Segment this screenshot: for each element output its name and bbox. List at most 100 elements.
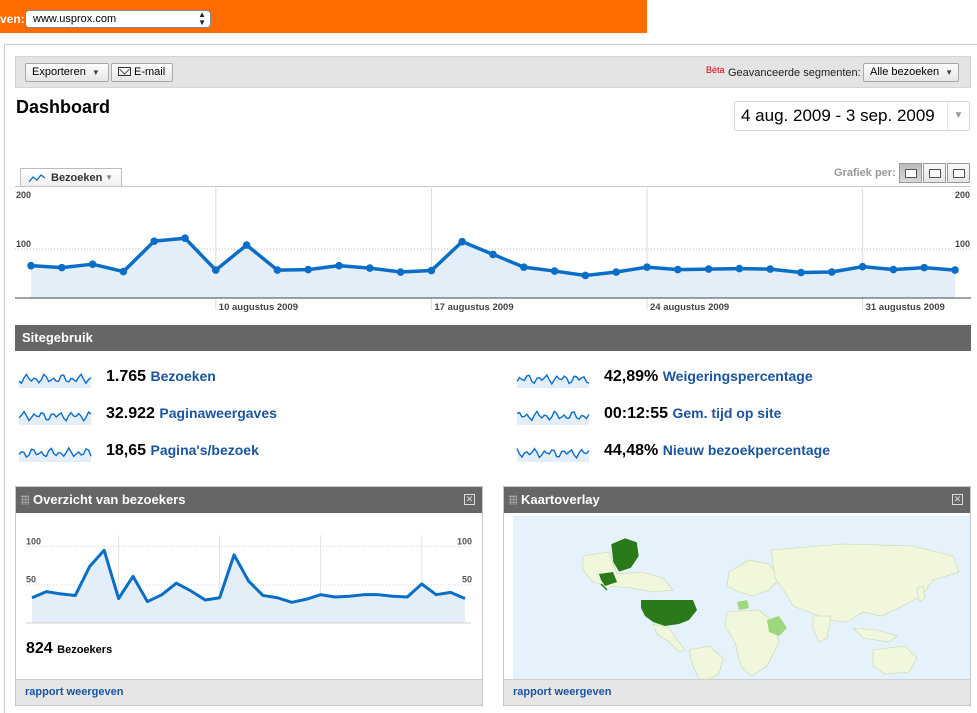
close-icon[interactable]: ✕ (464, 494, 475, 505)
graph-granularity-buttons (899, 163, 971, 183)
new-visits-sparkline (516, 447, 590, 462)
map-widget-title: Kaartoverlay (521, 492, 600, 507)
metric-selector-tab[interactable]: Bezoeken ▼ (20, 168, 122, 187)
visits-point-28 (889, 265, 898, 274)
sparkline-line (18, 410, 92, 423)
visits-point-19 (612, 268, 620, 276)
stat-pageviews-link[interactable]: Paginaweergaves (159, 405, 277, 421)
visitors-ytick-left-0: 50 (26, 575, 36, 585)
stat-avg-time-link[interactable]: Gem. tijd op site (672, 405, 782, 421)
drag-handle-icon[interactable] (509, 495, 517, 505)
map-saudi (767, 616, 787, 636)
site-selector[interactable]: www.usprox.com ▲ ▼ (25, 10, 211, 28)
date-range-value: 4 aug. 2009 - 3 sep. 2009 (741, 106, 935, 125)
visits-point-8 (273, 266, 282, 274)
visits-point-24 (766, 265, 774, 273)
visitors-widget-title: Overzicht van bezoekers (33, 492, 186, 507)
visitors-ytick-right-1: 100 (457, 536, 472, 546)
stat-pages-per-visit-link[interactable]: Pagina's/bezoek (150, 442, 259, 458)
email-button-label: E-mail (134, 66, 166, 78)
map-light-country (737, 600, 749, 610)
envelope-icon (118, 67, 131, 76)
visits-chart: 10 augustus 2009 17 augustus 2009 24 augus… (15, 186, 971, 312)
visits-point-20 (643, 263, 651, 271)
map-alaska (599, 572, 617, 586)
visits-point-25 (797, 268, 805, 277)
visitors-overview-widget: Overzicht van bezoekers ✕ 50 50 100 100 824… (15, 486, 483, 706)
line-chart-icon (29, 174, 45, 183)
visitors-widget-header[interactable]: Overzicht van bezoekers ✕ (16, 487, 482, 513)
graph-by-week-button[interactable] (923, 163, 946, 183)
stat-visits-value: 1.765 (106, 368, 147, 385)
visits-point-9 (304, 265, 313, 274)
segments-dropdown[interactable]: Alle bezoeken ▼ (863, 63, 959, 82)
close-icon[interactable]: ✕ (952, 494, 963, 505)
map-report-link[interactable]: rapport weergeven (504, 679, 970, 705)
stat-avg-time-value: 00:12:55 (604, 405, 669, 422)
site-selector-value: www.usprox.com (33, 13, 117, 25)
avg-time-sparkline (516, 410, 590, 425)
y-tick-right-1: 200 (955, 190, 970, 200)
export-button-label: Exporteren (32, 66, 86, 78)
visits-point-22 (704, 265, 713, 273)
month-view-icon (953, 169, 965, 178)
sparkline-area (517, 375, 589, 388)
map-widget-header[interactable]: Kaartoverlay ✕ (504, 487, 970, 513)
visits-point-14 (458, 237, 467, 246)
visits-point-16 (520, 263, 528, 271)
visitors-report-link[interactable]: rapport weergeven (16, 679, 482, 705)
visitors-total: 824 Bezoekers (26, 640, 112, 658)
y-tick-right-0: 100 (955, 239, 970, 249)
x-tick-label-3: 31 augustus 2009 (866, 302, 945, 312)
world-map[interactable] (513, 516, 970, 680)
map-south-america (688, 645, 724, 680)
drag-handle-icon[interactable] (21, 495, 29, 505)
visits-point-3 (119, 267, 128, 276)
sparkline-line (516, 410, 590, 422)
map-europe (726, 559, 782, 597)
content-frame (4, 44, 977, 713)
map-mexico (652, 623, 686, 653)
visits-point-27 (858, 262, 867, 271)
visits-point-26 (828, 268, 836, 276)
visits-point-6 (212, 266, 220, 274)
date-range-picker[interactable]: 4 aug. 2009 - 3 sep. 2009 ▼ (734, 101, 970, 131)
sparkline-line (18, 446, 92, 459)
visitors-count-value: 824 (26, 640, 53, 657)
visits-point-23 (735, 264, 744, 273)
site-usage-header: Sitegebruik (15, 325, 971, 351)
visits-sparkline (18, 373, 92, 388)
stat-pages-per-visit-value: 18,65 (106, 442, 147, 459)
visits-point-10 (335, 261, 343, 270)
visitors-ytick-right-0: 50 (462, 575, 472, 585)
export-button[interactable]: Exporteren ▼ (25, 63, 109, 82)
map-se-asia (852, 627, 898, 643)
visits-point-4 (150, 237, 158, 245)
sparkline-area (517, 448, 589, 462)
x-tick-label-1: 17 augustus 2009 (434, 302, 513, 312)
metric-selector-label: Bezoeken (51, 172, 103, 184)
chevron-down-icon[interactable]: ▼ (947, 102, 969, 130)
sparkline-area (19, 374, 91, 388)
map-usa (641, 600, 697, 626)
stat-bounce-rate-value: 42,89% (604, 368, 659, 385)
visits-point-5 (181, 234, 189, 243)
graph-by-day-button[interactable] (899, 163, 922, 183)
map-overlay-widget: Kaartoverlay ✕ (503, 486, 971, 706)
y-tick-left-1: 200 (16, 190, 31, 200)
sparkline-line (516, 373, 590, 386)
visitors-chart: 50 50 100 100 (26, 535, 472, 624)
visits-point-2 (88, 260, 97, 268)
stat-visits-link[interactable]: Bezoeken (150, 368, 216, 384)
stat-new-visits-link[interactable]: Nieuw bezoekpercentage (662, 442, 830, 458)
beta-badge: Bèta (706, 65, 725, 75)
x-tick-label-0: 10 augustus 2009 (219, 302, 298, 312)
visits-point-30 (951, 266, 959, 274)
visitors-ytick-left-1: 100 (26, 536, 41, 546)
week-view-icon (929, 169, 941, 178)
stat-bounce-rate-link[interactable]: Weigeringspercentage (662, 368, 813, 384)
visitors-count-label: Bezoekers (57, 644, 113, 656)
graph-by-month-button[interactable] (947, 163, 970, 183)
email-button[interactable]: E-mail (111, 63, 173, 82)
site-selector-label: ven: (0, 12, 25, 26)
